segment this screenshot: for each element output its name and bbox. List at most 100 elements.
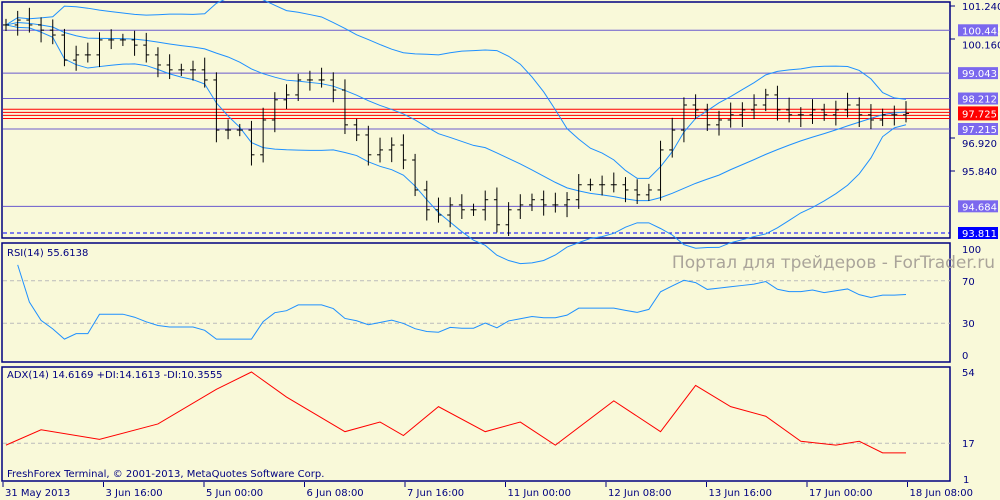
price-bar bbox=[856, 97, 863, 128]
x-tick-label: 6 Jun 08:00 bbox=[307, 488, 364, 499]
price-bar bbox=[762, 88, 769, 112]
rsi-tick-label: 0 bbox=[962, 351, 968, 362]
adx-line bbox=[5, 371, 906, 454]
price-bar bbox=[49, 19, 56, 45]
current-price-label: 97.725 bbox=[962, 109, 997, 120]
adx-tick-label: 54 bbox=[962, 368, 975, 379]
price-bar bbox=[587, 178, 594, 191]
price-bar bbox=[832, 100, 839, 126]
price-bar bbox=[879, 108, 886, 127]
x-tick-label: 18 Jun 08:00 bbox=[910, 488, 974, 499]
price-bar bbox=[236, 123, 243, 137]
price-bar bbox=[517, 194, 524, 219]
price-bar bbox=[564, 192, 571, 218]
price-bar bbox=[295, 73, 302, 102]
price-bar bbox=[552, 192, 559, 213]
price-bar bbox=[435, 197, 442, 223]
price-bar bbox=[330, 72, 337, 103]
price-bar bbox=[423, 180, 430, 221]
level-label-bg bbox=[958, 24, 998, 37]
price-bar bbox=[353, 118, 360, 142]
bollinger-lower bbox=[5, 24, 907, 265]
price-bar bbox=[388, 137, 395, 163]
price-bar bbox=[3, 18, 9, 32]
price-bar bbox=[610, 172, 617, 193]
price-bar bbox=[341, 79, 348, 135]
price-bar bbox=[213, 72, 220, 143]
price-bar bbox=[669, 117, 676, 158]
rsi-line bbox=[17, 264, 907, 340]
price-bar bbox=[903, 101, 909, 123]
rsi-tick-label: 70 bbox=[962, 277, 975, 288]
price-bar bbox=[447, 197, 454, 228]
main-panel bbox=[1, 1, 951, 239]
price-bar bbox=[225, 119, 232, 140]
price-bar bbox=[715, 110, 722, 136]
price-bar bbox=[143, 32, 150, 63]
price-bar bbox=[786, 97, 793, 123]
price-bar bbox=[108, 29, 115, 50]
price-bar bbox=[739, 102, 746, 128]
price-bar bbox=[458, 194, 465, 219]
x-tick-label: 31 May 2013 bbox=[5, 488, 70, 499]
level-label-bg bbox=[958, 200, 998, 213]
price-bar bbox=[528, 193, 535, 212]
level-label: 98.212 bbox=[962, 95, 997, 106]
rsi-panel bbox=[1, 242, 951, 363]
price-bar bbox=[657, 140, 664, 201]
price-bar bbox=[575, 174, 582, 209]
price-bar bbox=[599, 175, 606, 196]
price-bar bbox=[131, 30, 138, 56]
level-label: 94.684 bbox=[962, 202, 997, 213]
price-bar bbox=[704, 103, 711, 131]
y-tick-label: 100.160 bbox=[962, 40, 1000, 51]
price-bar bbox=[774, 85, 781, 121]
price-bar bbox=[505, 202, 512, 236]
price-bar bbox=[166, 54, 173, 80]
price-bar bbox=[797, 107, 804, 128]
price-bar bbox=[318, 67, 325, 88]
level-label: 100.445 bbox=[962, 26, 1000, 37]
y-tick-label: 96.920 bbox=[962, 139, 997, 150]
rsi-title: RSI(14) 55.6138 bbox=[7, 248, 88, 259]
price-bar bbox=[634, 179, 641, 205]
x-tick-label: 3 Jun 16:00 bbox=[106, 488, 163, 499]
price-bar bbox=[14, 10, 21, 36]
price-bar bbox=[84, 42, 91, 63]
x-tick-label: 12 Jun 08:00 bbox=[608, 488, 672, 499]
level-label: 93.811 bbox=[962, 229, 997, 240]
level-label-bg bbox=[958, 67, 998, 80]
rsi-tick-label: 100 bbox=[962, 245, 981, 256]
level-label-bg bbox=[958, 122, 998, 135]
bollinger-middle bbox=[5, 21, 907, 202]
level-label-bg bbox=[958, 92, 998, 105]
adx-title: ADX(14) 14.6169 +DI:14.1613 -DI:10.3555 bbox=[7, 370, 223, 381]
price-bar bbox=[412, 153, 419, 197]
price-bar bbox=[692, 94, 699, 120]
x-tick-label: 5 Jun 00:00 bbox=[206, 488, 263, 499]
level-label: 99.043 bbox=[962, 69, 997, 80]
price-bar bbox=[867, 104, 874, 130]
copyright: FreshForex Terminal, © 2001-2013, MetaQu… bbox=[7, 469, 324, 480]
price-bar bbox=[178, 63, 185, 76]
price-bar bbox=[622, 177, 629, 203]
price-bar bbox=[38, 17, 45, 43]
x-tick-label: 13 Jun 16:00 bbox=[709, 488, 773, 499]
price-bar bbox=[680, 97, 687, 143]
price-bar bbox=[73, 45, 80, 71]
price-bar bbox=[201, 57, 208, 88]
current-price-bg bbox=[958, 106, 998, 121]
price-bar bbox=[844, 92, 851, 118]
price-bar bbox=[248, 120, 255, 166]
price-bar bbox=[493, 187, 500, 233]
price-bar bbox=[283, 84, 290, 109]
price-bar bbox=[306, 70, 313, 91]
price-bar bbox=[61, 28, 68, 67]
price-bar bbox=[470, 203, 477, 216]
y-tick-label: 95.840 bbox=[962, 167, 997, 178]
price-bar bbox=[190, 60, 197, 81]
bollinger-upper bbox=[5, 0, 907, 179]
price-bar bbox=[540, 190, 547, 216]
x-tick-label: 11 Jun 00:00 bbox=[508, 488, 572, 499]
